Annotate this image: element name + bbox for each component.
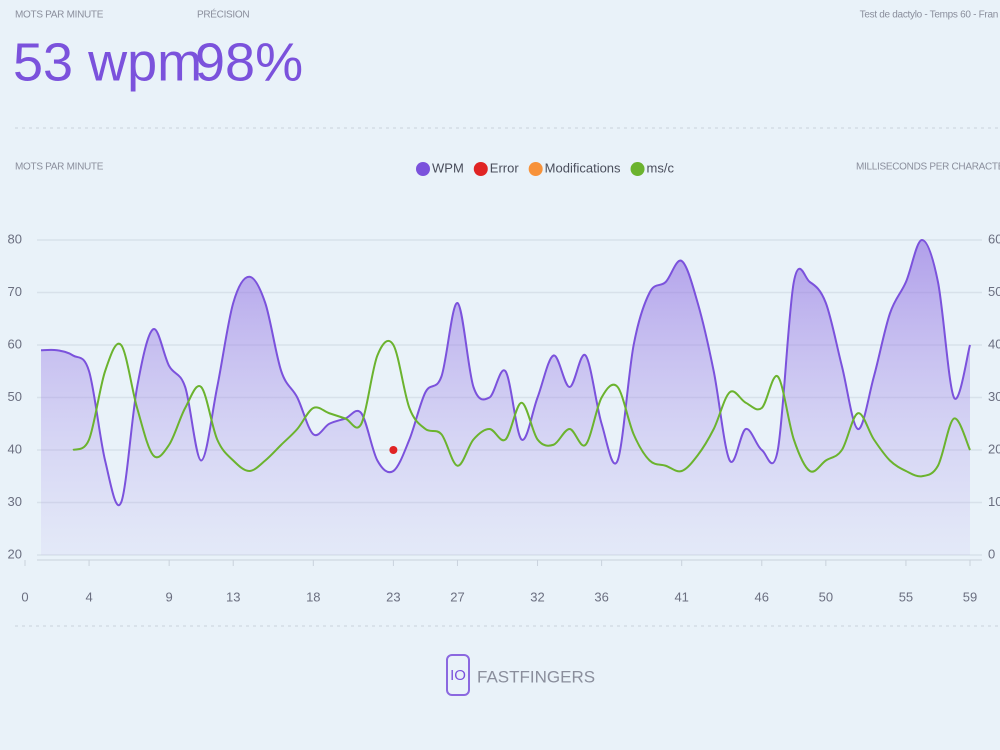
legend-label: Modifications (545, 160, 621, 175)
test-info: Test de dactylo - Temps 60 - Fran (860, 10, 998, 21)
x-tick-label: 18 (306, 589, 320, 604)
legend-swatch (630, 162, 645, 176)
logo: IO (450, 667, 466, 684)
y2-tick-label: 40 (988, 336, 1000, 351)
y-tick-label: 20 (8, 546, 22, 561)
y2-axis-label: MILLISECONDS PER CHARACTER (856, 162, 1000, 173)
line (72, 340, 971, 478)
y2-tick-label: 0 (988, 546, 995, 561)
legend: WPM Error Modifications ms/c (416, 160, 674, 176)
y-axis-label: MOTS PAR MINUTE (15, 162, 104, 173)
accuracy-label: PRÉCISION (197, 8, 249, 21)
x-tick-label: 4 (85, 589, 92, 604)
y-tick-label: 40 (8, 441, 22, 456)
legend-label: Error (490, 160, 520, 175)
y2-tick-label: 30 (988, 389, 1000, 404)
line (40, 238, 971, 507)
logo-box (446, 654, 470, 696)
y2-tick-label: 50 (988, 284, 1000, 299)
area (41, 240, 970, 555)
y-tick-label: 50 (8, 389, 22, 404)
x-tick-label: 46 (755, 589, 769, 604)
x-tick-label: 41 (674, 589, 688, 604)
legend-swatch (528, 162, 543, 176)
legend-swatch (416, 162, 430, 176)
x-tick-label: 32 (530, 589, 544, 604)
legend-label: ms/c (647, 160, 675, 175)
accuracy-value: 98% (195, 32, 303, 92)
y-tick-label: 60 (8, 336, 22, 351)
y-tick-label: 70 (8, 284, 22, 299)
y2-tick-label: 20 (988, 441, 1000, 456)
x-tick-label: 55 (899, 589, 913, 604)
y-tick-label: 80 (8, 231, 22, 246)
y2-tick-label: 60 (988, 231, 1000, 246)
x-tick-label: 27 (450, 589, 464, 604)
plot: 20 30 40 50 60 70 80 0 10 20 30 40 50 60 0 4 9 13 18 23 27 32… (8, 160, 1000, 604)
y2-tick-label: 10 (988, 494, 1000, 509)
x-tick-label: 59 (963, 589, 977, 604)
y-tick-label: 30 (8, 494, 22, 509)
x-tick-label: 13 (226, 589, 240, 604)
x-tick-label: 36 (594, 589, 608, 604)
error-point (389, 446, 398, 454)
wpm-label: MOTS PAR MINUTE (15, 10, 104, 21)
x-tick-label: 0 (21, 589, 28, 604)
brand: FASTFINGERS (477, 667, 595, 686)
x-tick-label: 9 (166, 589, 173, 604)
legend-label: WPM (432, 160, 464, 175)
x-tick-label: 23 (386, 589, 400, 604)
legend-swatch (473, 162, 488, 176)
x-tick-label: 50 (819, 589, 833, 604)
wpm-value: 53 wpm (13, 32, 202, 92)
